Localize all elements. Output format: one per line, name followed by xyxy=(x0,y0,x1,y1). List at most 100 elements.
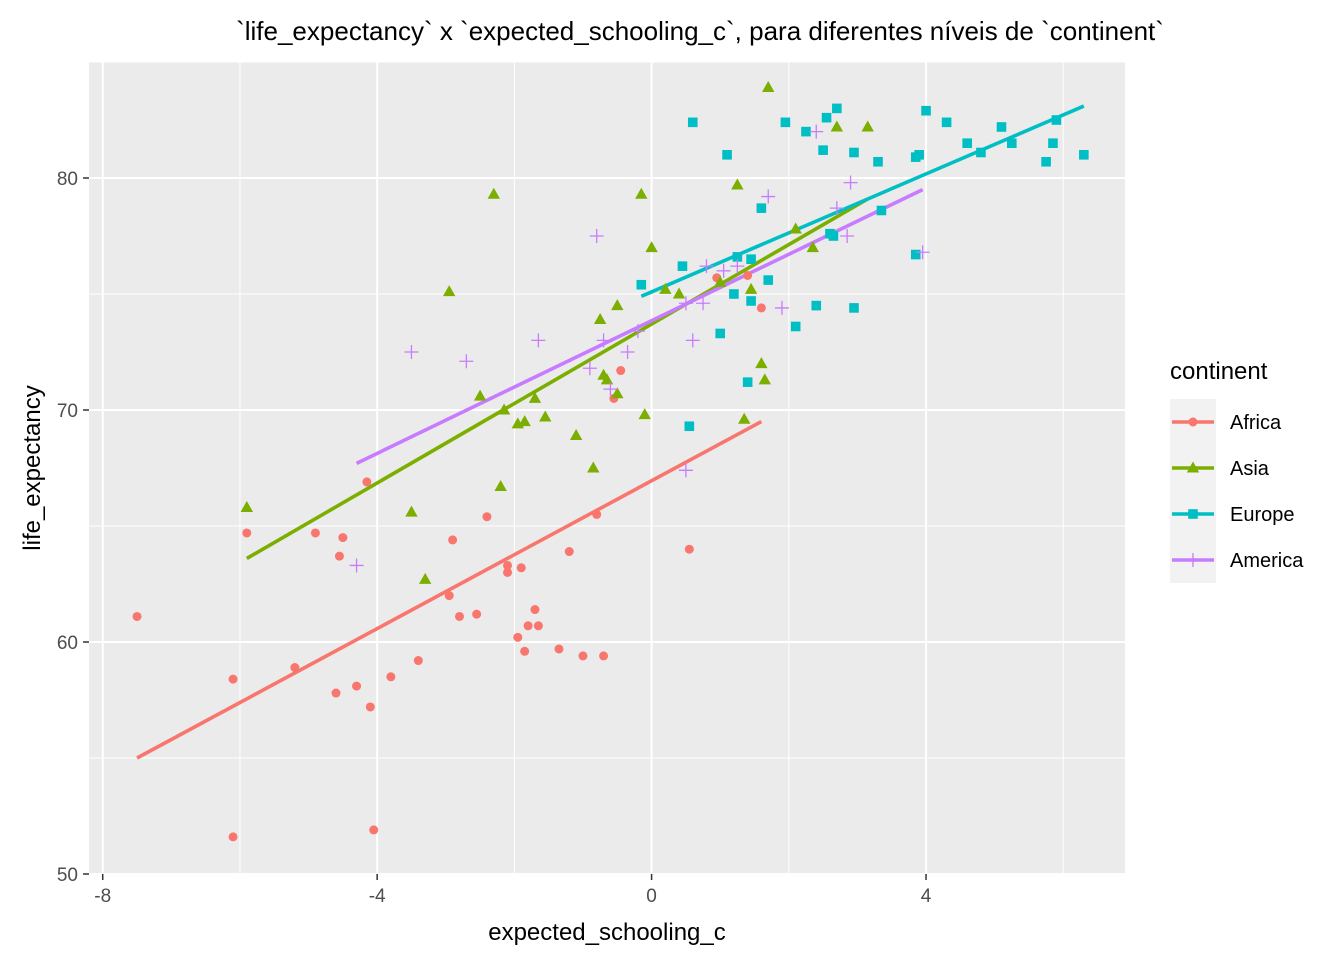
point-europe xyxy=(876,205,887,216)
point-africa xyxy=(513,632,523,642)
legend-item-america: America xyxy=(1170,537,1304,583)
point-america xyxy=(678,463,693,478)
point-europe xyxy=(729,289,739,299)
legend-item-asia: Asia xyxy=(1170,445,1270,491)
point-africa xyxy=(684,544,694,554)
point-africa xyxy=(242,528,252,538)
point-africa xyxy=(482,512,492,522)
point-america xyxy=(582,361,597,376)
y-tick-label: 50 xyxy=(57,865,78,886)
y-tick-label: 60 xyxy=(57,633,78,654)
point-america xyxy=(716,263,731,278)
plot-panel xyxy=(89,62,1125,874)
point-africa xyxy=(444,591,454,601)
point-asia xyxy=(638,408,651,420)
point-africa xyxy=(413,656,423,666)
point-africa xyxy=(228,832,238,842)
point-africa xyxy=(448,535,458,545)
point-america xyxy=(761,189,776,204)
legend-key-marker xyxy=(1188,509,1198,519)
point-asia xyxy=(587,461,600,473)
legend-item-europe: Europe xyxy=(1170,491,1295,537)
point-asia xyxy=(861,120,874,132)
point-america xyxy=(620,345,635,359)
point-america xyxy=(589,229,604,243)
point-africa xyxy=(454,611,464,621)
point-europe xyxy=(828,231,839,241)
point-europe xyxy=(821,112,832,123)
point-america xyxy=(696,296,711,311)
point-africa xyxy=(352,681,362,691)
y-tick-label: 80 xyxy=(57,169,78,190)
series-america xyxy=(349,124,930,573)
point-europe xyxy=(746,296,756,306)
point-america xyxy=(531,333,546,348)
point-europe xyxy=(873,156,883,167)
point-asia xyxy=(672,287,686,299)
series-europe xyxy=(636,103,1089,432)
point-europe xyxy=(1006,138,1017,148)
point-europe xyxy=(732,252,743,262)
x-tick-label: -4 xyxy=(369,886,386,907)
point-america xyxy=(404,345,419,359)
point-asia xyxy=(600,373,614,385)
x-axis: -8 -4 0 4 xyxy=(94,874,932,907)
point-europe xyxy=(976,147,986,158)
point-asia xyxy=(473,389,487,401)
point-asia xyxy=(528,391,542,403)
point-europe xyxy=(636,279,647,290)
fit-line-europe xyxy=(640,104,1085,298)
legend-key-marker xyxy=(1188,417,1198,427)
point-europe xyxy=(684,421,695,432)
point-america xyxy=(730,259,745,274)
series-africa xyxy=(132,270,766,842)
point-europe xyxy=(722,150,732,160)
point-africa xyxy=(554,644,564,654)
point-europe xyxy=(1051,115,1062,125)
point-africa xyxy=(369,825,379,835)
point-asia xyxy=(487,187,500,199)
point-america xyxy=(840,229,855,243)
point-europe xyxy=(780,117,791,128)
point-asia xyxy=(755,357,768,369)
point-europe xyxy=(996,122,1007,132)
point-europe xyxy=(941,117,952,128)
point-africa xyxy=(132,611,142,621)
point-asia xyxy=(645,241,658,253)
point-asia xyxy=(806,241,820,253)
legend-key-marker xyxy=(1186,461,1200,473)
point-asia xyxy=(789,222,802,234)
point-africa xyxy=(334,551,344,561)
series-asia xyxy=(240,81,874,584)
point-africa xyxy=(516,563,526,573)
point-africa xyxy=(616,366,626,376)
point-africa xyxy=(338,533,348,543)
point-asia xyxy=(442,285,456,297)
fit-line-africa xyxy=(136,420,763,760)
point-africa xyxy=(578,651,588,661)
point-europe xyxy=(1048,138,1058,148)
legend-item-africa: Africa xyxy=(1170,399,1282,445)
point-africa xyxy=(520,646,530,656)
point-europe xyxy=(687,117,698,128)
point-africa xyxy=(523,621,533,631)
point-asia xyxy=(497,403,511,415)
point-africa xyxy=(592,509,602,519)
point-asia xyxy=(405,505,418,517)
point-africa xyxy=(533,621,543,631)
data-points xyxy=(132,81,1089,842)
legend-label: Africa xyxy=(1230,412,1282,434)
y-tick-label: 70 xyxy=(57,401,78,422)
point-europe xyxy=(1079,150,1089,160)
point-africa xyxy=(365,702,375,712)
point-europe xyxy=(677,261,688,271)
point-asia xyxy=(418,572,432,584)
point-asia xyxy=(635,187,648,199)
point-america xyxy=(349,558,364,573)
point-america xyxy=(685,333,700,348)
minor-gridlines xyxy=(89,61,1125,874)
point-asia xyxy=(494,480,507,492)
legend-label: Asia xyxy=(1230,458,1270,480)
point-africa xyxy=(599,651,609,661)
point-asia xyxy=(569,429,583,441)
